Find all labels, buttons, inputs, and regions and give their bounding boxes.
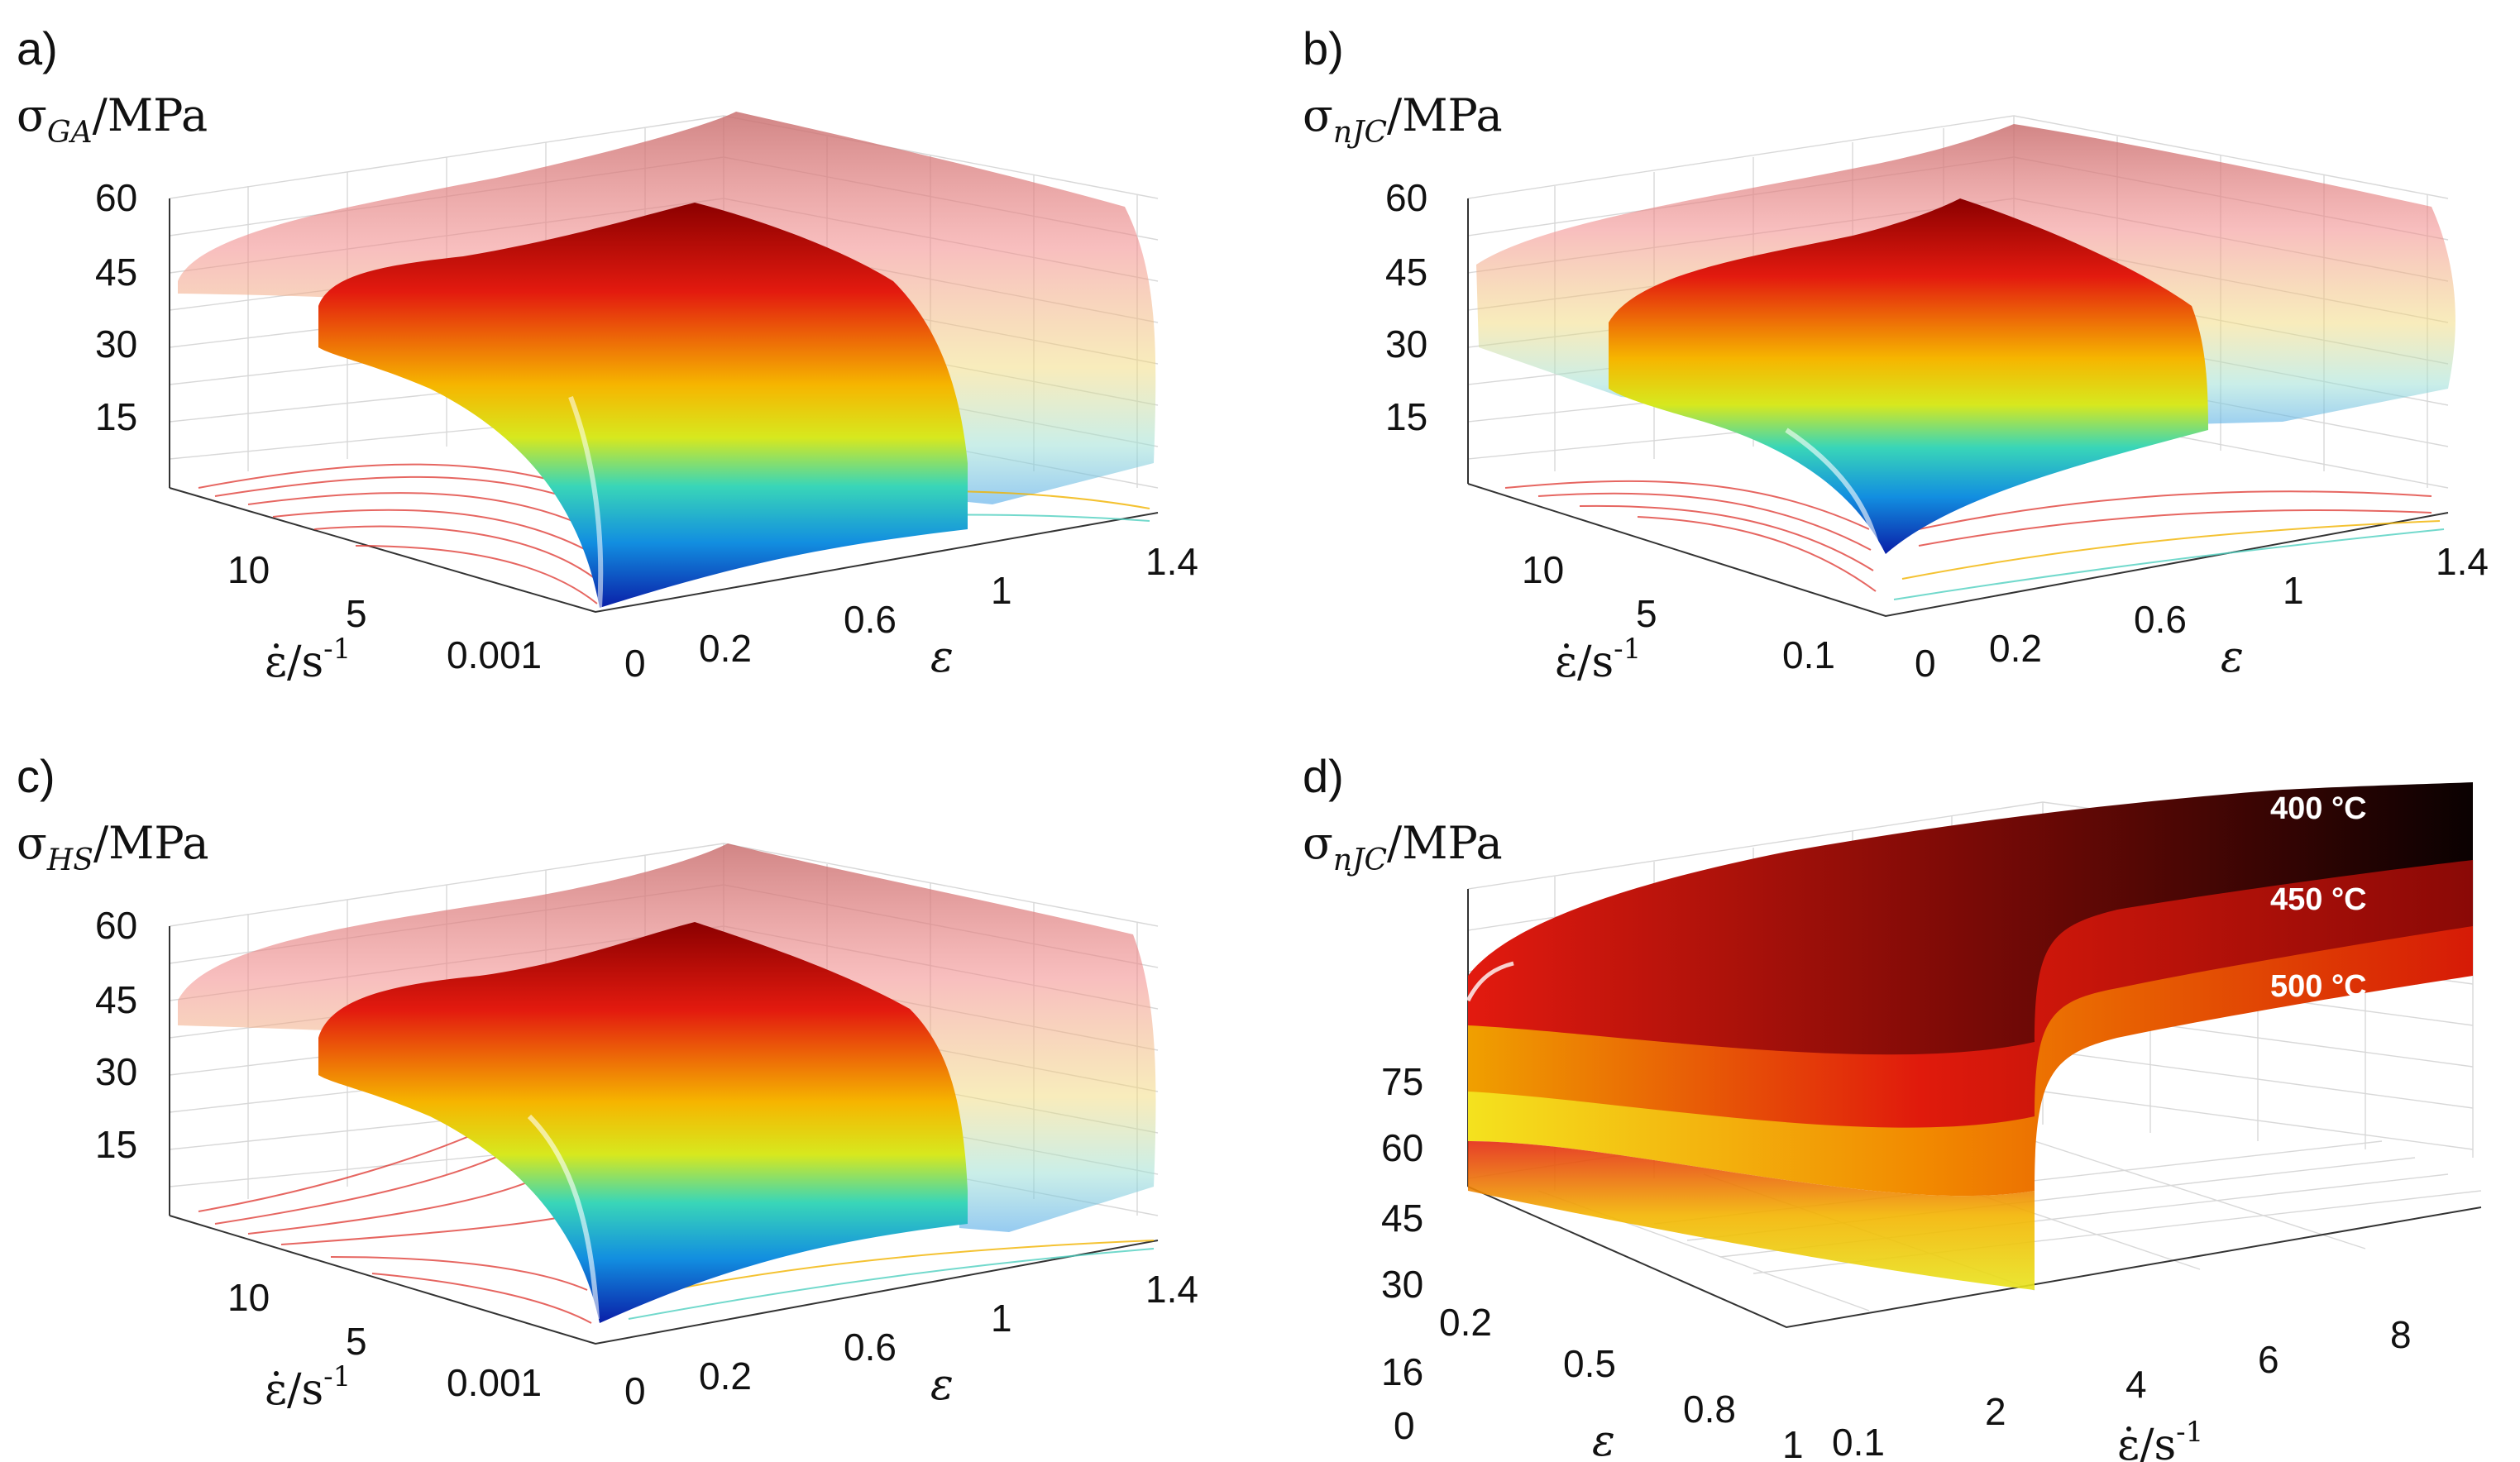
- panel-b-model-surface: [1609, 198, 2208, 554]
- panel-c-strain-tick: 0: [624, 1369, 646, 1412]
- panel-d-base-axes: [1467, 1186, 2482, 1329]
- panel-d-ztick: 45: [1381, 1197, 1423, 1240]
- panel-d-ztick: 60: [1381, 1126, 1423, 1169]
- panel-a-strain-tick: 0.2: [699, 627, 752, 670]
- panel-c-ztick: 15: [95, 1123, 137, 1166]
- panel-c-strain-tick: 0.2: [699, 1354, 752, 1398]
- panel-a-highlight: [568, 395, 604, 609]
- panel-c-strain-label: ε: [930, 1360, 954, 1410]
- panel-b-strain-tick: 1: [2283, 569, 2304, 612]
- panel-d-ztick: 0: [1394, 1404, 1415, 1447]
- panel-c-model-surface: [318, 922, 968, 1323]
- panel-a-label: a): [17, 22, 58, 74]
- panel-b-strain-tick: 0: [1915, 642, 1936, 685]
- panel-d-legend-500: 500 °C: [2270, 969, 2367, 1004]
- panel-d-strain-tick: 0.5: [1563, 1342, 1616, 1385]
- panel-c-rate-tick: 5: [346, 1320, 367, 1363]
- panel-c-strain-tick: 0.6: [844, 1326, 897, 1369]
- panel-d-legend-450: 450 °C: [2270, 882, 2367, 917]
- panel-a-rate-tick: 10: [227, 548, 270, 591]
- panel-c-base-axes: [169, 1215, 1159, 1345]
- panel-b-strain-tick: 1.4: [2436, 540, 2489, 583]
- panel-b-ztick: 15: [1385, 395, 1427, 438]
- panel-d-ztick: 75: [1381, 1060, 1423, 1103]
- panel-d-rate-label: ε̇/s-1: [2117, 1416, 2203, 1462]
- panel-d-rate-tick: 6: [2258, 1338, 2279, 1381]
- panel-d-rate-tick: 4: [2126, 1363, 2147, 1406]
- panel-b: b) σnJC/MPa 60: [1303, 22, 2489, 687]
- panel-a-rate-tick: 0.001: [447, 633, 542, 676]
- panel-c-ztick: 30: [95, 1050, 137, 1093]
- panel-d-rate-tick: 0.1: [1832, 1421, 1885, 1462]
- panel-a-rate-tick: 5: [346, 592, 367, 635]
- panel-d-surface-400: [1468, 782, 2473, 1055]
- panel-d-ztick: 30: [1381, 1263, 1423, 1306]
- panel-a-strain-tick: 1.4: [1145, 540, 1198, 583]
- panel-a-model-surface: [318, 203, 968, 608]
- panel-d-zlabel: σnJC/MPa: [1303, 817, 1503, 877]
- panel-c-strain-tick: 1: [991, 1297, 1012, 1340]
- panel-b-rate-label: ε̇/s-1: [1555, 633, 1641, 687]
- panel-c-ztick: 45: [95, 978, 137, 1021]
- panel-a-strain-tick: 0.6: [844, 598, 897, 641]
- panel-d-strain-tick: 0.2: [1439, 1301, 1492, 1344]
- panel-d-strain-tick: 1: [1782, 1423, 1804, 1462]
- panel-b-ztick: 45: [1385, 251, 1427, 294]
- panel-a-ztick: 45: [95, 251, 137, 294]
- panel-c-rate-tick: 10: [227, 1276, 270, 1319]
- panel-b-rate-tick: 0.1: [1782, 633, 1835, 676]
- panel-c-rate-tick: 0.001: [447, 1361, 542, 1404]
- panel-a-strain-tick: 0: [624, 642, 646, 685]
- panel-a-ztick: 15: [95, 395, 137, 438]
- panel-d-strain-label: ε: [1592, 1417, 1615, 1462]
- panel-b-zlabel: σnJC/MPa: [1303, 89, 1503, 150]
- panel-a-zlabel: σGA/MPa: [17, 89, 208, 150]
- panel-a-strain-tick: 1: [991, 569, 1012, 612]
- panel-b-strain-label: ε: [2221, 633, 2244, 682]
- panel-b-ztick: 60: [1385, 176, 1427, 219]
- panel-a-ztick: 60: [95, 176, 137, 219]
- panel-c-strain-tick: 1.4: [1145, 1268, 1198, 1311]
- panel-b-label: b): [1303, 22, 1344, 74]
- panel-a-base-axes: [169, 487, 1159, 614]
- panel-d-strain-tick: 0.8: [1683, 1388, 1736, 1431]
- panel-d-label: d): [1303, 750, 1344, 802]
- panel-a: a) σGA/MPa: [17, 22, 1198, 687]
- panel-c: c) σHS/MPa 60: [17, 750, 1198, 1415]
- panel-d-ztick: 16: [1381, 1350, 1423, 1393]
- panel-b-strain-tick: 0.2: [1989, 627, 2042, 670]
- panel-a-ztick: 30: [95, 322, 137, 366]
- panel-d-rate-tick: 2: [1985, 1390, 2006, 1433]
- panel-d-rate-tick: 8: [2390, 1313, 2412, 1356]
- panel-b-rate-tick: 10: [1522, 548, 1564, 591]
- panel-c-zlabel: σHS/MPa: [17, 817, 209, 877]
- panel-c-ztick: 60: [95, 904, 137, 947]
- panel-a-rate-label: ε̇/s-1: [265, 633, 351, 687]
- panel-c-label: c): [17, 750, 55, 802]
- panel-d-surface-500-front: [1468, 1141, 2035, 1290]
- panel-a-strain-label: ε: [930, 633, 954, 682]
- panel-c-rate-label: ε̇/s-1: [265, 1360, 351, 1415]
- panel-d-highlight: [1466, 961, 1514, 1002]
- panel-b-highlight: [1785, 428, 1882, 555]
- panel-b-ztick: 30: [1385, 322, 1427, 366]
- panel-b-base-axes: [1467, 483, 2449, 618]
- panel-c-highlight: [527, 1114, 600, 1320]
- panel-b-strain-tick: 0.6: [2134, 598, 2187, 641]
- panel-b-rate-tick: 5: [1636, 592, 1657, 635]
- panel-b-contours: [1504, 480, 2445, 600]
- panel-d-legend-400: 400 °C: [2270, 791, 2367, 826]
- panel-d: d) σnJC/MPa: [1303, 750, 2482, 1462]
